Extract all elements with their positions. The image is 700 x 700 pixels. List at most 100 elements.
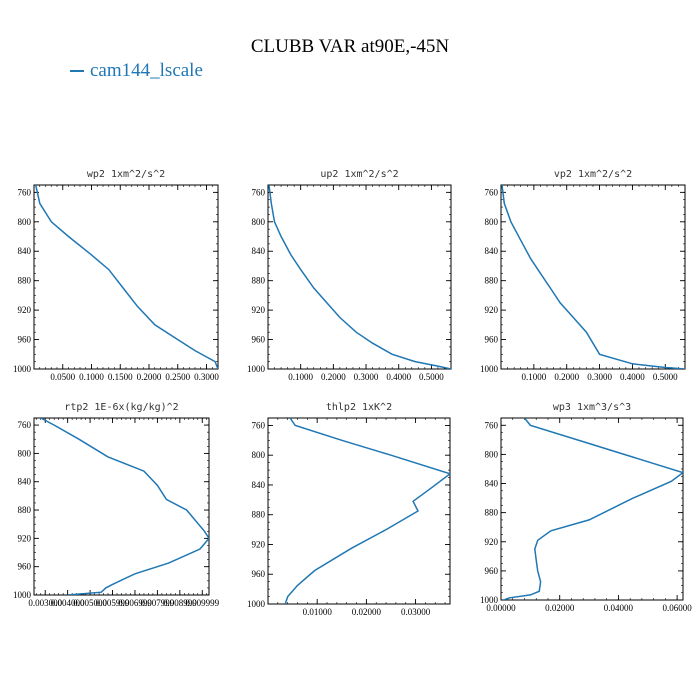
y-tick-label: 880 bbox=[485, 508, 499, 518]
series-line bbox=[503, 418, 683, 600]
series-line bbox=[284, 418, 450, 604]
x-tick-label: 0.02000 bbox=[352, 607, 382, 617]
x-tick-label: 0.3000 bbox=[354, 372, 379, 382]
x-tick-label: 0.1500 bbox=[108, 372, 133, 382]
x-tick-label: 0.06000 bbox=[663, 603, 693, 613]
x-tick-label: 0.006999 bbox=[118, 598, 152, 608]
x-tick-label: 0.005000 bbox=[73, 598, 107, 608]
y-tick-label: 800 bbox=[252, 217, 266, 227]
x-tick-label: 0.3000 bbox=[587, 372, 612, 382]
subplot-title: rtp2 1E-6x(kg/kg)^2 bbox=[64, 402, 178, 413]
y-tick-label: 880 bbox=[252, 510, 266, 520]
subplot-title: wp2 1xm^2/s^2 bbox=[87, 169, 165, 180]
y-tick-label: 960 bbox=[252, 569, 266, 579]
series-line bbox=[501, 185, 685, 369]
x-tick-label: 0.009999 bbox=[185, 598, 219, 608]
x-tick-label: 0.2000 bbox=[321, 372, 346, 382]
y-tick-label: 840 bbox=[485, 246, 499, 256]
subplot-6: wp3 1xm^3/s^3 760 800 840 880 920 960 10000.000… bbox=[480, 402, 692, 613]
y-tick-label: 800 bbox=[252, 450, 266, 460]
y-tick-label: 880 bbox=[18, 505, 32, 515]
y-tick-label: 920 bbox=[485, 537, 499, 547]
x-tick-label: 0.4000 bbox=[620, 372, 645, 382]
x-tick-label: 0.02000 bbox=[545, 603, 575, 613]
legend-label: cam144_lscale bbox=[90, 60, 203, 81]
y-tick-label: 1000 bbox=[13, 590, 32, 600]
x-tick-label: 0.004000 bbox=[51, 598, 85, 608]
legend-swatch bbox=[70, 70, 84, 72]
y-tick-label: 960 bbox=[485, 335, 499, 345]
subplot-5: thlp2 1xK^2 760 800 840 880 920 960 1000 0.01000… bbox=[247, 402, 451, 617]
y-tick-label: 1000 bbox=[13, 364, 32, 374]
x-tick-label: 0.1000 bbox=[79, 372, 104, 382]
x-tick-label: 0.005999 bbox=[96, 598, 130, 608]
x-tick-label: 0.01000 bbox=[303, 607, 333, 617]
y-tick-label: 920 bbox=[18, 533, 32, 543]
x-tick-label: 0.04000 bbox=[604, 603, 634, 613]
x-tick-label: 0.2000 bbox=[554, 372, 579, 382]
y-tick-label: 880 bbox=[252, 276, 266, 286]
series-line bbox=[34, 185, 218, 369]
y-tick-label: 760 bbox=[252, 187, 266, 197]
plot-frame bbox=[33, 184, 219, 370]
y-tick-label: 800 bbox=[485, 449, 499, 459]
y-tick-label: 880 bbox=[485, 276, 499, 286]
plot-frame bbox=[33, 417, 210, 596]
x-tick-label: 0.4000 bbox=[386, 372, 411, 382]
subplot-3: vp2 1xm^2/s^2 760 800 840 880 920 960 1000 0.100… bbox=[480, 169, 686, 382]
x-tick-label: 0.3000 bbox=[194, 372, 219, 382]
y-tick-label: 880 bbox=[18, 276, 32, 286]
x-tick-label: 0.007999 bbox=[141, 598, 175, 608]
y-tick-label: 960 bbox=[18, 562, 32, 572]
subplot-title: up2 1xm^2/s^2 bbox=[320, 169, 398, 180]
x-tick-label: 0.5000 bbox=[653, 372, 678, 382]
y-tick-label: 1000 bbox=[247, 599, 266, 609]
plot-frame bbox=[500, 184, 686, 370]
subplot-title: wp3 1xm^3/s^3 bbox=[553, 402, 631, 413]
y-tick-label: 840 bbox=[252, 246, 266, 256]
y-tick-label: 800 bbox=[18, 217, 32, 227]
series-line bbox=[40, 418, 209, 595]
subplot-2: up2 1xm^2/s^2 760 800 840 880 920 960 1000 0.100… bbox=[247, 169, 452, 382]
y-tick-label: 960 bbox=[18, 335, 32, 345]
y-tick-label: 1000 bbox=[247, 364, 266, 374]
x-tick-label: 0.03000 bbox=[401, 607, 431, 617]
x-tick-label: 0.0500 bbox=[50, 372, 75, 382]
y-tick-label: 920 bbox=[252, 539, 266, 549]
subplot-title: thlp2 1xK^2 bbox=[326, 402, 392, 413]
subplot-title: vp2 1xm^2/s^2 bbox=[554, 169, 632, 180]
y-tick-label: 800 bbox=[485, 217, 499, 227]
y-tick-label: 760 bbox=[485, 420, 499, 430]
x-tick-label: 0.00000 bbox=[486, 603, 516, 613]
y-tick-label: 840 bbox=[18, 477, 32, 487]
plot-frame bbox=[500, 417, 684, 601]
y-tick-label: 840 bbox=[18, 246, 32, 256]
x-tick-label: 0.1000 bbox=[288, 372, 313, 382]
y-tick-label: 920 bbox=[252, 305, 266, 315]
y-tick-label: 840 bbox=[252, 480, 266, 490]
series-line bbox=[268, 185, 451, 369]
x-tick-label: 0.2500 bbox=[165, 372, 190, 382]
plot-frame bbox=[267, 417, 451, 605]
subplot-1: wp2 1xm^2/s^2 760 800 840 880 920 960 1000 0.050… bbox=[13, 169, 219, 382]
y-tick-label: 760 bbox=[18, 187, 32, 197]
x-tick-label: 0.1000 bbox=[521, 372, 546, 382]
y-tick-label: 920 bbox=[485, 305, 499, 315]
y-tick-label: 960 bbox=[485, 566, 499, 576]
plot-frame bbox=[267, 184, 452, 370]
subplot-4: rtp2 1E-6x(kg/kg)^2 760 800 840 880 920 960 100… bbox=[13, 402, 220, 608]
legend: cam144_lscale bbox=[70, 60, 203, 82]
x-tick-label: 0.003000 bbox=[28, 598, 62, 608]
y-tick-label: 760 bbox=[485, 187, 499, 197]
y-tick-label: 1000 bbox=[480, 364, 499, 374]
y-tick-label: 760 bbox=[18, 420, 32, 430]
page-title: CLUBB VAR at90E,-45N bbox=[250, 36, 450, 57]
y-tick-label: 960 bbox=[252, 335, 266, 345]
y-tick-label: 760 bbox=[252, 420, 266, 430]
x-tick-label: 0.5000 bbox=[419, 372, 444, 382]
x-tick-label: 0.008999 bbox=[163, 598, 197, 608]
y-tick-label: 920 bbox=[18, 305, 32, 315]
y-tick-label: 840 bbox=[485, 479, 499, 489]
x-tick-label: 0.2000 bbox=[137, 372, 162, 382]
